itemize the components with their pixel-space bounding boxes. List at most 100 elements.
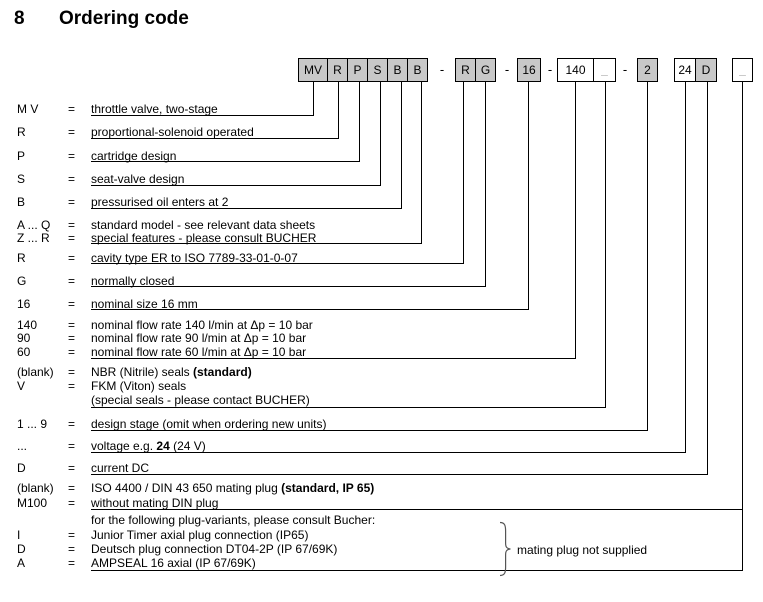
equals-sign: = [68, 365, 76, 379]
row-underline [91, 115, 314, 116]
row-underline [91, 138, 339, 139]
row-underline [91, 286, 486, 287]
row-code: R [17, 125, 26, 139]
code-cell-_: _ [732, 58, 753, 82]
connector-line [359, 82, 360, 162]
row-code: P [17, 149, 26, 163]
description-segment: seat-valve design [91, 172, 185, 186]
equals-sign: = [68, 172, 76, 186]
row-description: Junior Timer axial plug connection (IP65… [91, 528, 308, 542]
description-segment: current DC [91, 461, 150, 475]
equals-sign: = [68, 218, 76, 232]
row-code: A ... Q [17, 218, 51, 232]
code-box-group: 16 [517, 58, 541, 82]
row-description: pressurised oil enters at 2 [91, 195, 228, 209]
row-description: normally closed [91, 274, 174, 288]
equals-sign: = [68, 345, 76, 359]
row-code: V [17, 379, 26, 393]
equals-sign: = [68, 331, 76, 345]
row-underline [91, 452, 686, 453]
equals-sign: = [68, 125, 76, 139]
row-underline [91, 407, 606, 408]
section-number: 8 [14, 8, 25, 29]
connector-line [313, 82, 314, 116]
connector-line [707, 82, 708, 475]
description-segment: design stage (omit when ordering new uni… [91, 417, 327, 431]
description-segment: voltage e.g. [91, 439, 157, 453]
equals-sign: = [68, 379, 76, 393]
row-underline [91, 161, 360, 162]
description-segment: (24 V) [169, 439, 206, 453]
description-segment: throttle valve, two-stage [91, 102, 218, 116]
description-segment: (standard) [193, 365, 252, 379]
description-segment: standard model - see relevant data sheet… [91, 218, 316, 232]
row-code: M100 [17, 496, 48, 510]
equals-sign: = [68, 149, 76, 163]
code-cell-MV: MV [298, 58, 328, 82]
row-code: 1 ... 9 [17, 417, 48, 431]
code-separator-dash: - [439, 62, 445, 77]
grouping-brace [499, 521, 511, 577]
section-title: Ordering code [59, 8, 189, 29]
row-code: D [17, 461, 26, 475]
connector-line [485, 82, 486, 287]
code-box-group: 24 D [674, 58, 717, 82]
description-segment: proportional-solenoid operated [91, 125, 254, 139]
row-code: (blank) [17, 481, 54, 495]
row-underline [91, 509, 743, 510]
row-code: ... [17, 439, 28, 453]
row-description: voltage e.g. 24 (24 V) [91, 439, 206, 453]
equals-sign: = [68, 542, 76, 556]
row-code: A [17, 556, 26, 570]
row-description: proportional-solenoid operated [91, 125, 254, 139]
row-code: R [17, 251, 26, 265]
description-segment: for the following plug-variants, please … [91, 513, 376, 527]
code-cell-2: 2 [637, 58, 658, 82]
equals-sign: = [68, 102, 76, 116]
equals-sign: = [68, 417, 76, 431]
connector-line [338, 82, 339, 139]
connector-line [742, 82, 743, 571]
code-cell-_: _ [593, 58, 616, 82]
row-description: AMPSEAL 16 axial (IP 67/69K) [91, 556, 256, 570]
equals-sign: = [68, 556, 76, 570]
description-segment: nominal size 16 mm [91, 297, 198, 311]
equals-sign: = [68, 461, 76, 475]
row-code: 140 [17, 318, 38, 332]
row-code: I [17, 528, 21, 542]
note-mating-plug: mating plug not supplied [517, 543, 648, 557]
description-segment: (special seals - please contact BUCHER) [91, 393, 310, 407]
row-description: current DC [91, 461, 149, 475]
description-segment: pressurised oil enters at 2 [91, 195, 229, 209]
description-segment: nominal flow rate 60 l/min at Δp = 10 ba… [91, 345, 307, 359]
row-description: nominal size 16 mm [91, 297, 198, 311]
equals-sign: = [68, 195, 76, 209]
row-description: special features - please consult BUCHER [91, 231, 316, 245]
row-description: throttle valve, two-stage [91, 102, 218, 116]
row-description: design stage (omit when ordering new uni… [91, 417, 326, 431]
row-underline [91, 263, 464, 264]
row-description: FKM (Viton) seals [91, 379, 186, 393]
row-description: nominal flow rate 90 l/min at Δp = 10 ba… [91, 331, 306, 345]
connector-line [463, 82, 464, 264]
row-description: nominal flow rate 140 l/min at Δp = 10 b… [91, 318, 313, 332]
description-segment: normally closed [91, 274, 175, 288]
row-code: Z ... R [17, 231, 50, 245]
row-code: S [17, 172, 26, 186]
row-description: standard model - see relevant data sheet… [91, 218, 315, 232]
code-cell-D: D [695, 58, 717, 82]
row-underline [91, 474, 708, 475]
code-box-group: 140 _ [557, 58, 616, 82]
connector-line [528, 82, 529, 310]
row-underline [91, 185, 381, 186]
row-underline [91, 430, 648, 431]
row-underline [91, 309, 529, 310]
equals-sign: = [68, 528, 76, 542]
code-cell-140: 140 [557, 58, 594, 82]
equals-sign: = [68, 318, 76, 332]
code-cell-R: R [327, 58, 348, 82]
description-segment: (standard, IP 65) [281, 481, 375, 495]
code-cell-24: 24 [674, 58, 696, 82]
row-description: cartridge design [91, 149, 176, 163]
